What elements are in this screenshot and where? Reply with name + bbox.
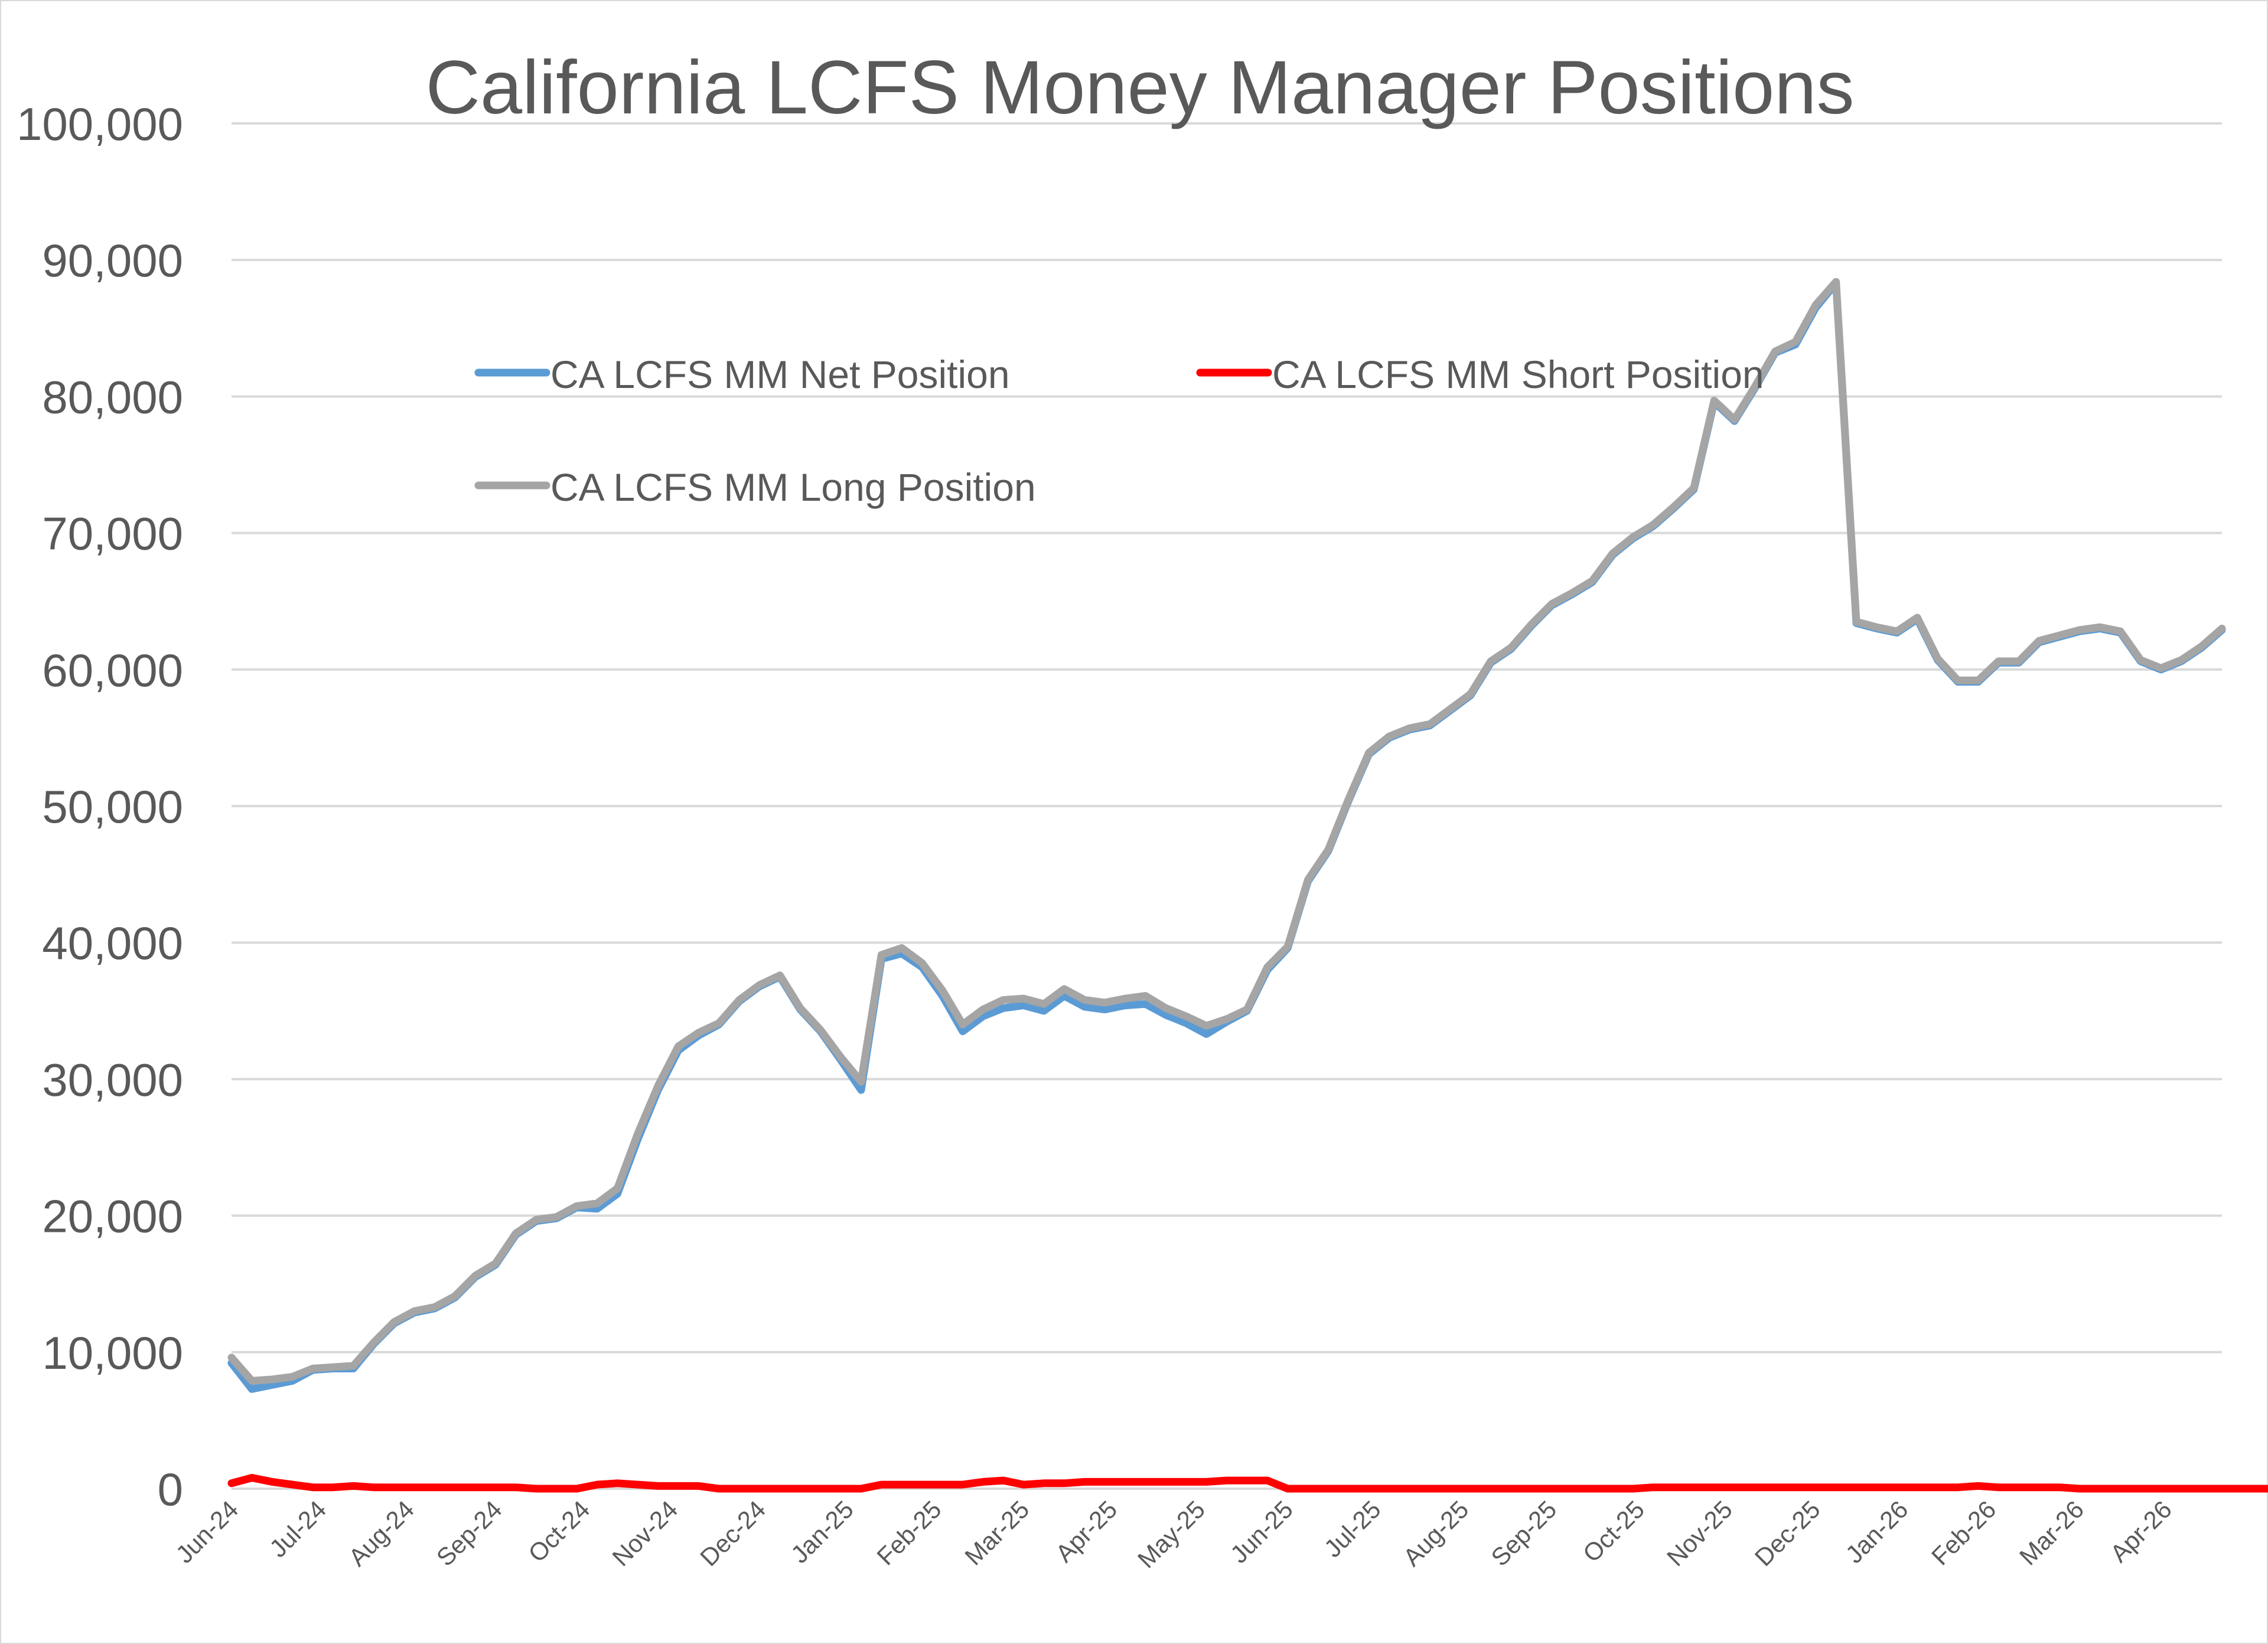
y-tick-label: 80,000 — [42, 371, 183, 423]
x-tick-label: Dec-24 — [695, 1495, 771, 1571]
x-tick-label: Nov-25 — [1661, 1495, 1738, 1571]
x-tick-label: Mar-25 — [959, 1495, 1034, 1570]
x-tick-label: Apr-26 — [2105, 1495, 2177, 1567]
x-tick-label: Dec-25 — [1749, 1495, 1826, 1571]
legend: CA LCFS MM Net Position CA LCFS MM Short … — [474, 353, 1764, 509]
x-tick-label: May-25 — [1132, 1495, 1210, 1573]
x-tick-label: Jul-25 — [1319, 1495, 1386, 1563]
x-tick-label: Feb-25 — [871, 1495, 946, 1570]
y-tick-label: 70,000 — [42, 508, 183, 560]
y-tick-label: 40,000 — [42, 917, 183, 969]
y-tick-label: 20,000 — [42, 1190, 183, 1242]
x-tick-label: Sep-25 — [1485, 1495, 1562, 1571]
legend-label: CA LCFS MM Short Position — [1272, 353, 1764, 396]
y-tick-label: 50,000 — [42, 781, 183, 833]
legend-label: CA LCFS MM Long Position — [550, 465, 1036, 509]
gridlines — [232, 122, 2222, 1490]
x-tick-label: Aug-24 — [343, 1495, 419, 1571]
legend-label: CA LCFS MM Net Position — [550, 353, 1010, 396]
x-tick-label: Jun-25 — [1225, 1495, 1298, 1568]
y-tick-label: 100,000 — [17, 98, 183, 150]
x-axis-tick-labels: Jun-24 Jul-24 Aug-24 Sep-24 Oct-24 Nov-24 Dec-… — [170, 1495, 2177, 1573]
series-lines — [227, 278, 2268, 1493]
x-tick-label: Jul-24 — [264, 1495, 331, 1563]
x-tick-label: Feb-26 — [1926, 1495, 2001, 1570]
x-tick-label: Oct-25 — [1578, 1495, 1650, 1567]
x-tick-label: Apr-25 — [1050, 1495, 1122, 1567]
x-tick-label: Sep-24 — [431, 1495, 507, 1571]
x-tick-label: Mar-26 — [2014, 1495, 2089, 1570]
series-line-1 — [227, 1474, 2268, 1493]
x-tick-label: Jan-25 — [786, 1495, 859, 1568]
y-tick-label: 30,000 — [42, 1053, 183, 1105]
y-tick-label: 0 — [158, 1463, 183, 1515]
y-axis-tick-labels: 0 10,000 20,000 30,000 40,000 50,000 60,000 70,… — [17, 98, 183, 1515]
y-tick-label: 60,000 — [42, 644, 183, 696]
chart-title: California LCFS Money Manager Positions — [426, 45, 1855, 130]
series-line-2 — [227, 278, 2226, 1385]
x-tick-label: Nov-24 — [607, 1495, 683, 1571]
x-tick-label: Oct-24 — [523, 1495, 595, 1567]
x-tick-label: Aug-25 — [1398, 1495, 1474, 1571]
y-tick-label: 10,000 — [42, 1327, 183, 1379]
y-tick-label: 90,000 — [42, 234, 183, 286]
x-tick-label: Jan-26 — [1840, 1495, 1914, 1568]
